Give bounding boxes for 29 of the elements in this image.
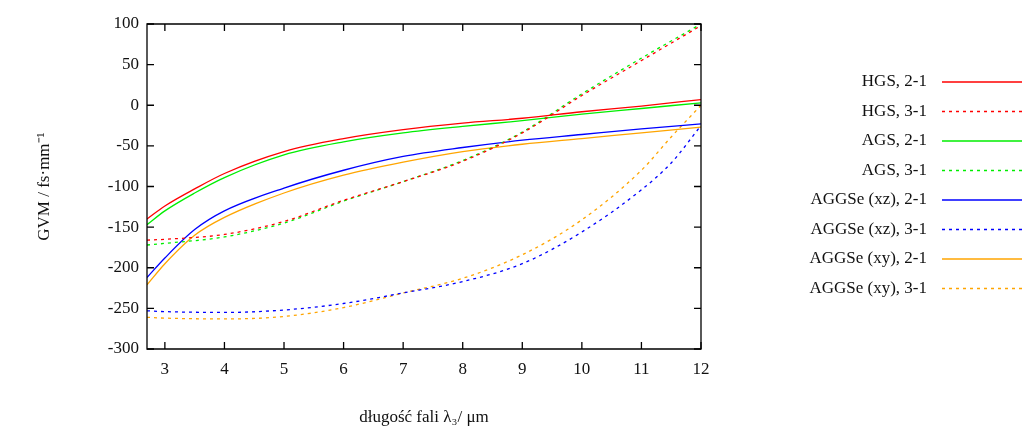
- x-axis-title: długość fali λ₃/ μm: [359, 407, 489, 427]
- legend-label: AGS, 3-1: [861, 159, 927, 179]
- y-tick-label: 50: [122, 54, 139, 74]
- y-tick-label: -200: [107, 257, 139, 277]
- y-tick-label: -250: [107, 297, 139, 317]
- x-tick-label: 6: [339, 358, 348, 378]
- legend-label: HGS, 2-1: [861, 71, 927, 91]
- y-tick-label: -50: [116, 135, 139, 155]
- legend-label: AGGSe (xz), 3-1: [810, 218, 927, 238]
- legend-label: AGGSe (xz), 2-1: [810, 189, 927, 209]
- x-tick-label: 9: [518, 358, 527, 378]
- y-tick-label: 100: [113, 13, 139, 33]
- x-tick-label: 7: [398, 358, 408, 378]
- x-tick-label: 3: [160, 358, 170, 378]
- legend-label: AGGSe (xy), 2-1: [809, 248, 927, 268]
- legend-label: AGS, 2-1: [861, 130, 927, 150]
- legend-label: AGGSe (xy), 3-1: [809, 277, 927, 297]
- y-axis-title: GVM / fs·mm⁻¹: [33, 132, 53, 241]
- y-tick-label: -150: [107, 216, 139, 236]
- x-tick-label: 5: [279, 358, 289, 378]
- x-tick-label: 11: [633, 358, 650, 378]
- y-tick-label: -300: [107, 338, 139, 358]
- legend-label: HGS, 3-1: [861, 100, 927, 120]
- y-tick-label: 0: [130, 94, 139, 114]
- x-tick-label: 4: [220, 358, 230, 378]
- y-tick-label: -100: [107, 175, 139, 195]
- x-tick-label: 8: [458, 358, 467, 378]
- x-tick-label: 10: [573, 358, 591, 378]
- x-tick-label: 12: [692, 358, 710, 378]
